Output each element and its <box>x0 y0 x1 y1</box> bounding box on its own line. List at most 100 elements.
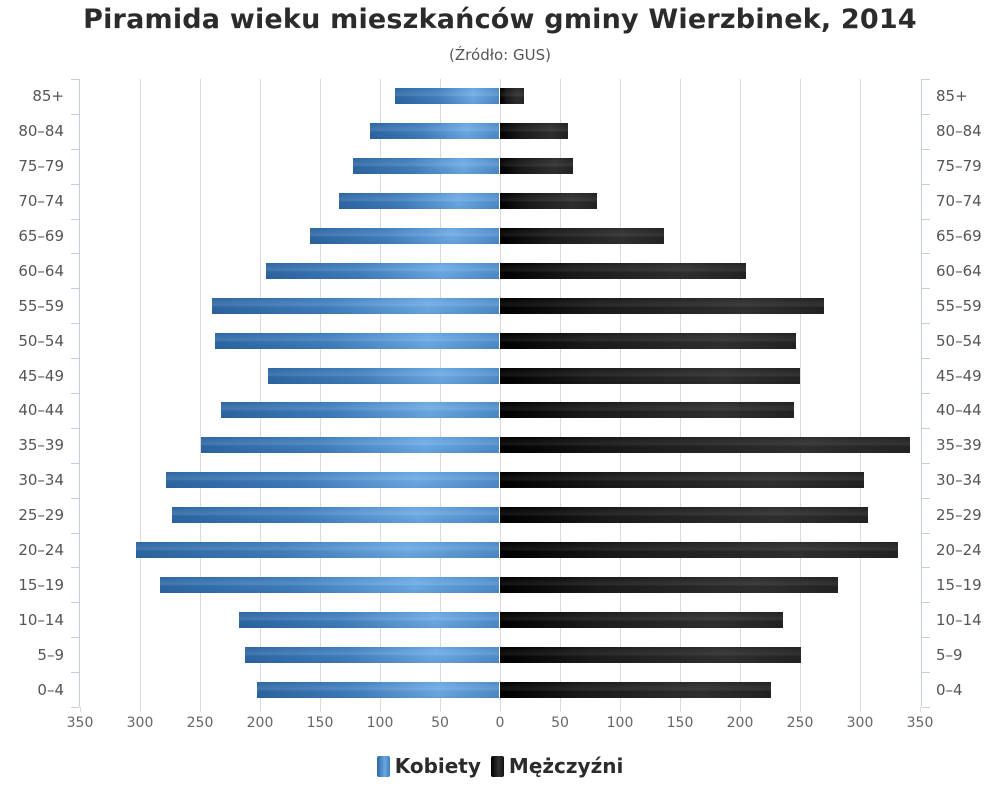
gridline <box>620 79 621 707</box>
y-label-right: 5–9 <box>936 645 963 664</box>
bar-mezczyzni[interactable] <box>499 228 664 244</box>
y-label-right: 60–64 <box>936 261 982 280</box>
bar-mezczyzni[interactable] <box>499 472 865 489</box>
bar-kobiety[interactable] <box>211 297 500 314</box>
y-tick-mark-right <box>922 428 930 429</box>
y-tick-mark-right <box>922 637 930 638</box>
bar-kobiety[interactable] <box>171 507 500 524</box>
chart-subtitle: (Źródło: GUS) <box>449 46 551 64</box>
bar-kobiety[interactable] <box>239 611 500 628</box>
bar-mezczyzni[interactable] <box>499 88 524 105</box>
y-label-left: 45–49 <box>18 366 64 385</box>
y-tick-mark-left <box>71 149 79 150</box>
legend: Kobiety Mężczyźni <box>0 754 1000 778</box>
x-tick-mark <box>860 707 861 712</box>
y-label-right: 80–84 <box>936 122 982 141</box>
x-tick-label: 350 <box>906 715 934 731</box>
bar-mezczyzni[interactable] <box>499 262 746 279</box>
gridline <box>800 79 801 707</box>
bar-mezczyzni[interactable] <box>499 542 898 558</box>
bar-mezczyzni[interactable] <box>499 576 838 593</box>
gridline <box>440 79 441 707</box>
y-tick-mark-right <box>922 184 930 185</box>
y-tick-mark-right <box>922 533 930 534</box>
y-axis-left <box>79 79 80 707</box>
x-tick-mark <box>800 707 801 712</box>
y-label-right: 0–4 <box>936 680 963 699</box>
y-tick-mark-right <box>922 149 930 150</box>
y-tick-mark-left <box>71 637 79 638</box>
x-tick-mark <box>140 707 141 712</box>
x-tick-label: 150 <box>306 715 334 731</box>
gridline <box>260 79 261 707</box>
y-tick-mark-left <box>71 288 79 289</box>
legend-item-mezczyzni[interactable]: Mężczyźni <box>490 754 623 778</box>
y-label-left: 0–4 <box>37 680 64 699</box>
gridline <box>500 79 501 707</box>
y-tick-mark-right <box>922 672 930 673</box>
bar-mezczyzni[interactable] <box>499 507 868 524</box>
x-tick-label: 200 <box>246 715 274 731</box>
x-tick-mark <box>620 707 621 712</box>
x-tick-mark <box>260 707 261 712</box>
y-tick-mark-right <box>922 219 930 220</box>
legend-item-kobiety[interactable]: Kobiety <box>376 754 481 778</box>
y-tick-mark-right <box>922 567 930 568</box>
bar-mezczyzni[interactable] <box>499 332 796 349</box>
bar-kobiety[interactable] <box>215 332 500 349</box>
zero-line <box>499 79 500 707</box>
bar-mezczyzni[interactable] <box>499 681 771 698</box>
bar-kobiety[interactable] <box>200 437 500 454</box>
x-tick-label: 50 <box>551 715 569 731</box>
y-tick-mark-left <box>71 672 79 673</box>
bar-mezczyzni[interactable] <box>499 611 783 628</box>
bar-kobiety[interactable] <box>221 402 500 419</box>
y-tick-mark-left <box>71 533 79 534</box>
bar-mezczyzni[interactable] <box>499 123 568 140</box>
x-tick-label: 350 <box>66 715 94 731</box>
bar-kobiety[interactable] <box>338 193 500 210</box>
x-tick-mark <box>920 707 921 712</box>
legend-swatch-mezczyzni <box>490 755 504 777</box>
y-axis-right <box>921 79 922 707</box>
x-tick-mark <box>380 707 381 712</box>
gridline <box>320 79 321 707</box>
bar-kobiety[interactable] <box>267 367 500 384</box>
bar-kobiety[interactable] <box>265 262 500 279</box>
y-label-left: 15–19 <box>18 575 64 594</box>
bar-kobiety[interactable] <box>353 158 500 175</box>
x-tick-label: 150 <box>666 715 694 731</box>
y-tick-mark-right <box>922 602 930 603</box>
bar-kobiety[interactable] <box>135 542 500 558</box>
y-tick-mark-left <box>71 323 79 324</box>
bar-mezczyzni[interactable] <box>499 402 794 419</box>
bar-kobiety[interactable] <box>395 88 500 105</box>
bar-kobiety[interactable] <box>257 681 500 698</box>
x-tick-mark <box>200 707 201 712</box>
bar-kobiety[interactable] <box>159 576 500 593</box>
gridline <box>740 79 741 707</box>
bar-mezczyzni[interactable] <box>499 193 597 210</box>
bar-kobiety[interactable] <box>165 472 500 489</box>
legend-swatch-kobiety <box>376 755 390 777</box>
bar-mezczyzni[interactable] <box>499 367 800 384</box>
bar-mezczyzni[interactable] <box>499 437 910 454</box>
gridline <box>680 79 681 707</box>
bar-mezczyzni[interactable] <box>499 646 801 663</box>
y-tick-mark-right <box>922 393 930 394</box>
bar-kobiety[interactable] <box>245 646 500 663</box>
y-label-right: 30–34 <box>936 471 982 490</box>
x-tick-label: 300 <box>846 715 874 731</box>
y-label-left: 20–24 <box>18 541 64 559</box>
y-tick-mark-right <box>922 707 930 708</box>
gridline <box>860 79 861 707</box>
chart-title: Piramida wieku mieszkańców gminy Wierzbi… <box>83 4 917 35</box>
y-label-right: 45–49 <box>936 366 982 385</box>
bar-mezczyzni[interactable] <box>499 297 824 314</box>
x-tick-label: 100 <box>366 715 394 731</box>
bar-mezczyzni[interactable] <box>499 158 573 175</box>
y-tick-mark-right <box>922 498 930 499</box>
bar-kobiety[interactable] <box>369 123 500 140</box>
bar-kobiety[interactable] <box>309 228 500 244</box>
